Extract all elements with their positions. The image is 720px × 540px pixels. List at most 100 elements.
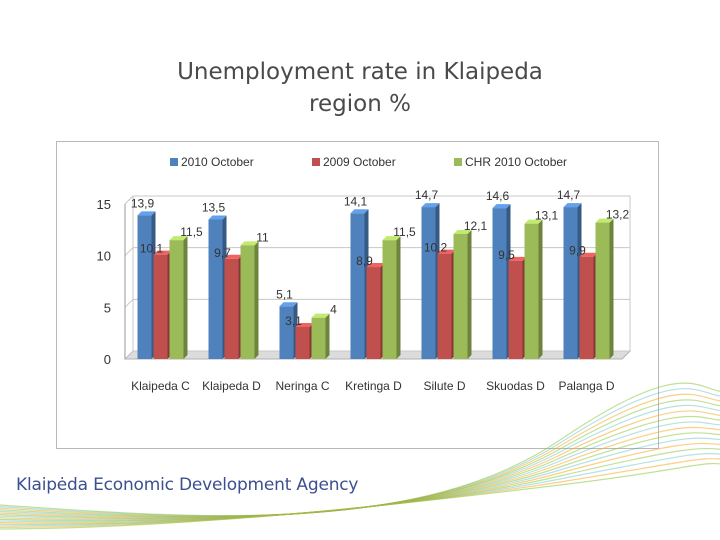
data-label: 13,2 [606,208,630,222]
wave-line [0,453,720,527]
bar [421,207,436,359]
bar-top [453,229,472,234]
data-label: 11 [256,230,269,244]
bar-side [609,218,614,359]
bar [169,240,184,359]
data-label: 5,1 [276,287,293,301]
y-tick-label: 0 [104,352,111,367]
agency-logo-text: Klaipėda Economic Development Agency [16,475,359,495]
bar-top [524,219,543,224]
bar [311,317,326,359]
wave-line [0,458,720,528]
data-label: 9,9 [569,244,586,258]
data-label: 11,5 [180,225,203,239]
bar [224,258,239,359]
legend-swatch [454,158,462,166]
wave-line [0,442,720,524]
bar-top [169,236,188,241]
data-label: 14,7 [557,188,581,202]
bar [595,222,610,359]
x-tick-label: Skuodas D [486,379,545,393]
legend-label: 2009 October [323,155,396,169]
wave-line [0,399,720,518]
wave-line [0,393,720,517]
x-tick-label: Silute D [423,379,465,393]
bar [524,223,539,359]
wave-line [0,426,720,521]
x-tick-label: Klaipeda C [131,379,190,393]
wave-line [0,447,720,525]
bar-top [366,263,385,268]
bar-chart: 0 5 10 15 2010 October 2009 October CHR 2010 O… [97,155,632,393]
wave-line [0,437,720,523]
wave-line [0,421,720,520]
data-label: 14,7 [415,188,439,202]
data-label: 9,7 [214,246,231,260]
bar-side [538,219,543,359]
data-label: 13,5 [202,201,226,215]
slide-title: Unemployment rate in Klaipeda region % [120,56,600,120]
bar [437,253,452,359]
wave-line [0,432,720,522]
x-tick-label: Neringa C [275,379,329,393]
bar [153,254,168,359]
data-label: 8,9 [356,254,373,268]
data-label: 3,1 [285,314,302,328]
bar [563,207,578,359]
wave-line [0,415,720,519]
legend-label: CHR 2010 October [465,155,567,169]
bar-top [224,254,243,259]
bar-side [396,236,401,359]
bar-top [579,252,598,257]
bar-top [311,313,330,318]
bar [579,256,594,359]
bar-top [595,218,614,223]
wave-line [0,462,720,530]
legend-label: 2010 October [181,155,254,169]
bar [279,306,294,359]
bar-top [563,203,582,208]
bar [295,326,310,359]
bar [137,215,152,359]
x-tick-label: Klaipeda D [202,379,261,393]
bar [350,213,365,359]
data-label: 4 [330,303,337,317]
bar-top [421,203,440,208]
bar-top [208,215,227,220]
bar [492,208,507,359]
bar-top [137,211,156,216]
bar [240,245,255,359]
bar [208,219,223,359]
y-tick-label: 15 [97,197,111,212]
bar-top [279,302,298,307]
bar [453,233,468,359]
legend-swatch [312,158,320,166]
y-tick-label: 10 [97,249,111,264]
data-label: 14,6 [486,189,510,203]
decorative-waves [0,382,720,530]
chart-frame: 0 5 10 15 2010 October 2009 October CHR 2010 O… [56,141,659,449]
bar-top [492,204,511,209]
x-tick-label: Palanga D [558,379,614,393]
x-tick-label: Kretinga D [345,379,402,393]
data-label: 14,1 [344,194,368,208]
bar-side [254,241,259,359]
bar-top [508,256,527,261]
slide-title-line-2: region % [309,91,411,117]
bar-top [382,236,401,241]
bar-top [240,241,259,246]
bar-top [153,250,172,255]
data-label: 9,5 [498,248,515,262]
bar [382,240,397,359]
bar [366,267,381,359]
wave-line [0,388,720,517]
data-label: 10,2 [424,241,448,255]
bar-side [467,229,472,359]
bar [508,260,523,359]
data-label: 13,9 [131,196,155,210]
data-label: 13,1 [535,209,559,223]
wave-line [0,382,720,517]
data-label: 11,5 [393,225,416,239]
legend-swatch [170,158,178,166]
slide-title-line-1: Unemployment rate in Klaipeda [177,59,543,85]
